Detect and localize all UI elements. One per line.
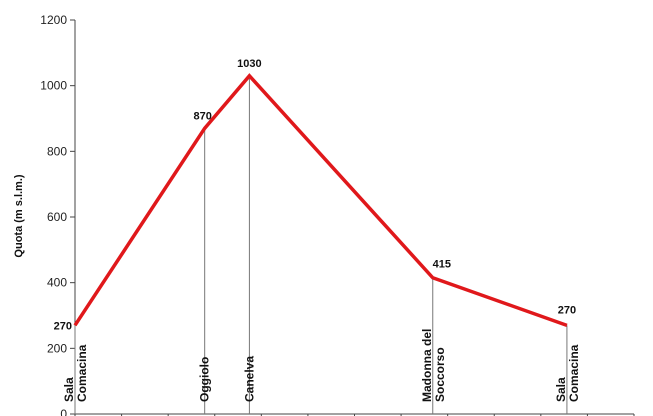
elevation-data-label: 270	[54, 320, 72, 332]
elevation-data-label: 1030	[237, 58, 261, 70]
elevation-data-label: 870	[194, 110, 212, 122]
elevation-data-label: 415	[433, 259, 451, 271]
location-label: Oggiolo	[198, 357, 212, 402]
location-labels: Sala Comacina Oggiolo Canelva Madonna del Soc…	[62, 329, 581, 402]
location-label: Soccorso	[433, 347, 447, 402]
y-tick-label: 0	[60, 407, 67, 416]
y-axis-ticks: 0 200 400 600 800 1000 1200	[40, 13, 75, 416]
y-tick-label: 400	[47, 276, 67, 290]
elevation-data-labels: 270 870 1030 415 270	[54, 58, 576, 333]
y-tick-label: 600	[47, 210, 67, 224]
y-tick-label: 200	[47, 341, 67, 355]
y-tick-label: 1000	[40, 79, 67, 93]
x-axis-ticks	[74, 414, 635, 416]
y-axis-label: Quota (m s.l.m.)	[13, 174, 25, 257]
location-label: Sala	[554, 377, 568, 402]
location-label: Comacina	[567, 344, 581, 402]
location-label: Madonna del	[420, 329, 434, 402]
elevation-series-line	[73, 73, 568, 327]
location-label: Canelva	[242, 356, 256, 402]
location-drop-lines	[74, 75, 568, 414]
elevation-data-label: 270	[558, 304, 576, 316]
y-tick-label: 800	[47, 144, 67, 158]
location-label: Sala	[62, 377, 76, 402]
chart-axes	[74, 20, 634, 415]
y-tick-label: 1200	[40, 13, 67, 27]
location-label: Comacina	[75, 344, 89, 402]
